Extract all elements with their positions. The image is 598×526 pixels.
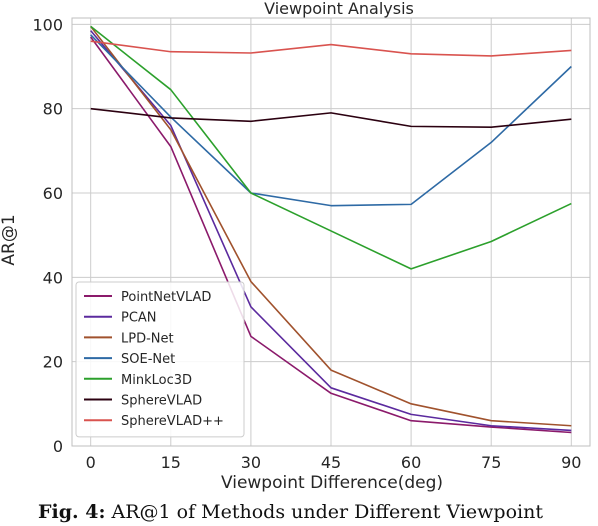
legend-label: LPD-Net [121, 331, 174, 346]
legend-label: SphereVLAD++ [121, 414, 224, 429]
y-tick-label: 40 [43, 268, 63, 287]
x-tick-label: 60 [401, 453, 421, 472]
series-line-soe-net [90, 34, 572, 207]
x-tick-label: 90 [561, 453, 581, 472]
x-tick-label: 45 [321, 453, 341, 472]
plot-border [71, 17, 591, 447]
tick-labels: 0 15 30 45 60 75 90 0 20 40 60 80 100 [32, 15, 581, 472]
series-line-pointnetvlad [90, 36, 572, 434]
series-line-pcan [90, 30, 572, 432]
y-axis-label: AR@1 [0, 214, 19, 265]
y-tick-label: 20 [43, 353, 63, 372]
y-tick-label: 60 [43, 184, 63, 203]
legend: PointNetVLAD PCAN LPD-Net SOE-Net MinkLoc3D S… [75, 281, 245, 438]
legend-label: SOE-Net [121, 352, 175, 367]
y-tick-label: 0 [53, 437, 63, 456]
x-tick-label: 15 [161, 453, 181, 472]
series-line-minkloc3d [90, 25, 572, 270]
series-line-lpd-net [90, 25, 572, 427]
legend-label: PCAN [121, 311, 157, 326]
y-tick-label: 80 [43, 100, 63, 119]
legend-label: MinkLoc3D [121, 373, 192, 388]
legend-label: PointNetVLAD [121, 290, 211, 305]
series-lines [90, 25, 572, 434]
line-chart: Viewpoint Analysis 0 15 30 45 60 75 90 0 20 40 60 8… [0, 0, 591, 493]
x-tick-label: 30 [241, 453, 261, 472]
series-line-spherevlad [90, 107, 572, 129]
series-line-spherevlad- [90, 40, 572, 57]
caption-label: Fig. 4: [38, 501, 106, 523]
x-axis-label: Viewpoint Difference(deg) [221, 473, 443, 493]
x-tick-label: 0 [86, 453, 96, 472]
x-tick-label: 75 [481, 453, 501, 472]
figure-caption: Fig. 4: AR@1 of Methods under Different … [38, 501, 598, 523]
plot-frame [71, 17, 591, 447]
legend-box [75, 281, 245, 438]
chart-title: Viewpoint Analysis [264, 0, 414, 18]
y-tick-label: 100 [32, 15, 63, 34]
legend-label: SphereVLAD [121, 394, 202, 409]
caption-text: AR@1 of Methods under Different Viewpoin… [105, 501, 543, 523]
grid [72, 18, 590, 447]
